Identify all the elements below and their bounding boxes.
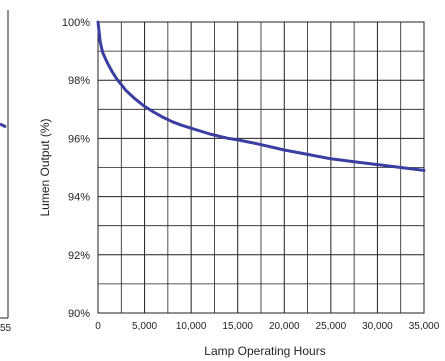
x-tick-label: 30,000: [362, 321, 393, 332]
x-tick-label: 20,000: [269, 321, 300, 332]
x-tick-label: 5,000: [132, 321, 157, 332]
y-tick-label: 96%: [68, 133, 90, 145]
y-tick-label: 94%: [68, 192, 90, 204]
x-tick-label: 25,000: [316, 321, 347, 332]
y-tick-label: 98%: [68, 75, 90, 87]
y-tick-label: 90%: [68, 308, 90, 320]
minor-gridlines: [98, 22, 424, 313]
y-tick-label: 100%: [62, 17, 90, 29]
x-tick-label: 0: [95, 321, 101, 332]
major-gridlines: [98, 22, 424, 313]
x-tick-label: 35,000: [409, 321, 440, 332]
x-axis-tick-labels: 0 5,000 10,000 15,000 20,000 25,000 30,000 35,0…: [95, 321, 440, 332]
y-tick-label: 92%: [68, 250, 90, 262]
left-fragment-curve: [0, 122, 7, 129]
lumen-output-line: [96, 20, 426, 172]
x-axis-title: Lamp Operating Hours: [204, 344, 325, 358]
x-tick-label: 10,000: [176, 321, 207, 332]
left-chart-fragment: 55: [0, 10, 12, 334]
plot-frame: [97, 21, 425, 314]
x-tick-label: 15,000: [222, 321, 253, 332]
y-axis-tick-labels: 90% 92% 94% 96% 98% 100%: [62, 17, 90, 320]
left-fragment-tick-label: 55: [0, 323, 12, 334]
y-axis-title: Lumen Output (%): [38, 118, 52, 216]
